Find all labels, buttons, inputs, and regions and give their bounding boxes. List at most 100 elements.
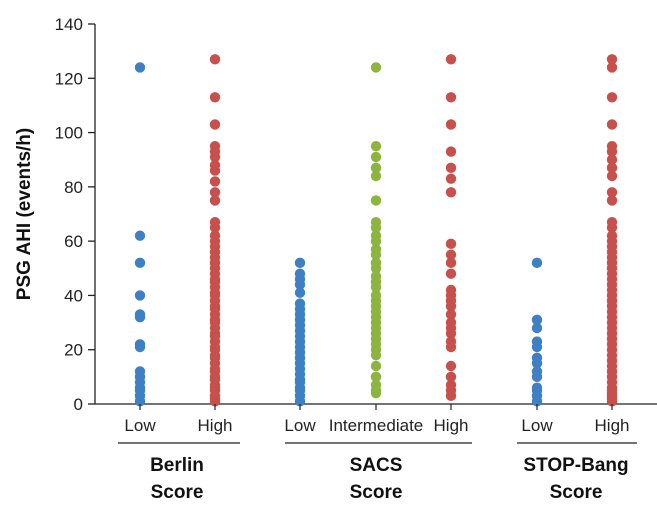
data-point [445,371,457,383]
y-tick-label: 80 [64,178,83,197]
data-point [294,257,306,269]
data-point [445,341,457,353]
category-label: Intermediate [329,416,424,435]
y-tick-label: 40 [64,286,83,305]
data-point [209,187,221,198]
data-point [370,235,382,247]
group-label-line1: STOP-Bang [523,455,628,476]
data-point [445,268,457,279]
data-point [531,314,543,326]
data-point [370,162,382,174]
y-ticks: 0 20 40 60 80 100 120 140 [55,15,95,414]
data-point [209,151,221,163]
data-point [370,282,382,293]
data-point [370,62,382,73]
category-label: Low [284,416,316,435]
data-point [134,311,146,323]
data-points [134,54,618,407]
data-point [294,279,306,290]
category-label: High [198,416,233,435]
data-point [531,341,543,353]
data-point [445,257,457,269]
data-point [209,92,221,103]
category-label: Low [124,416,156,435]
group-label-line1: SACS [350,455,403,476]
data-point [209,396,221,407]
group-label-line2: Score [550,482,603,503]
data-point [445,301,457,312]
group-labels: Berlin Score SACS Score STOP-Bang Score [118,442,637,503]
data-point [606,195,618,206]
data-point [531,396,543,407]
data-point [445,390,457,402]
data-point [606,54,618,65]
category-label: High [434,416,469,435]
data-point [370,151,382,163]
data-point [370,371,382,383]
data-point [134,290,146,301]
data-point [209,195,221,206]
data-point [606,62,618,73]
data-point [606,154,618,165]
data-point [370,195,382,206]
group-label-line2: Score [151,482,204,503]
data-point [445,309,457,320]
data-point [606,187,618,198]
data-point [370,387,382,399]
data-point [445,187,457,198]
data-point [445,249,457,260]
data-point [606,146,618,157]
data-point [209,165,221,176]
data-point [531,322,543,334]
y-tick-label: 0 [74,395,83,414]
category-label: High [595,416,630,435]
data-point [531,257,543,269]
data-point [209,119,221,130]
data-point [445,238,457,250]
category-label: Low [521,416,553,435]
group-label-line2: Score [350,482,403,503]
data-point [370,170,382,182]
y-tick-label: 120 [55,69,83,88]
data-point [370,349,382,361]
data-point [370,140,382,152]
category-labels: Low High Low Intermediate High Low High [124,404,629,435]
data-point [445,146,457,157]
data-point [209,222,221,233]
data-point [134,341,146,353]
data-point [370,263,382,274]
data-point [445,162,457,174]
data-point [606,162,618,174]
data-point [370,360,382,372]
data-point [531,358,543,369]
data-point [606,222,618,233]
data-point [445,173,457,184]
data-point [134,257,146,269]
y-tick-label: 140 [55,15,83,34]
data-point [531,371,543,383]
data-point [209,176,221,187]
y-tick-label: 20 [64,341,83,360]
data-point [606,119,618,130]
y-tick-label: 100 [55,124,83,143]
data-point [445,328,457,339]
data-point [445,119,457,130]
data-point [445,92,457,103]
data-point [134,62,146,73]
y-axis-title: PSG AHI (events/h) [14,128,35,300]
data-point [209,54,221,65]
data-point [606,396,618,407]
data-point [606,170,618,182]
data-point [294,287,306,298]
data-point [134,396,146,407]
y-tick-label: 60 [64,232,83,251]
data-point [294,396,306,407]
data-point [134,230,146,241]
group-label-line1: Berlin [150,455,204,476]
data-point [606,92,618,103]
data-point [445,54,457,65]
data-point [445,360,457,372]
data-point [370,249,382,260]
data-point [370,222,382,233]
